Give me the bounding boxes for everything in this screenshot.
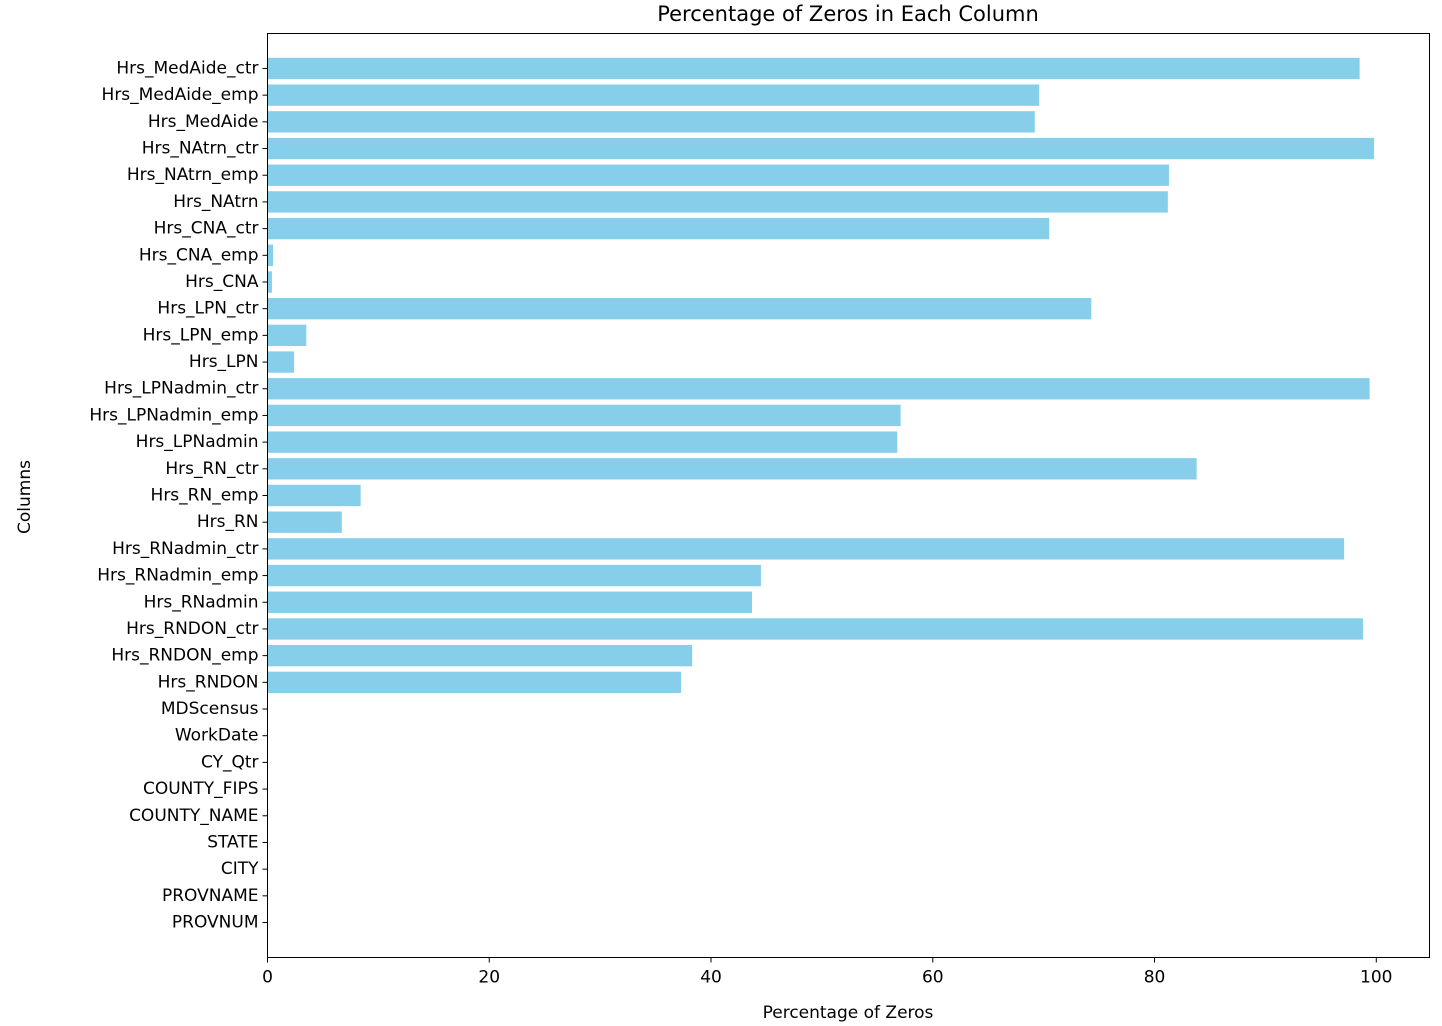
plot-frame <box>267 33 1430 958</box>
y-tick-label: Hrs_MedAide_ctr <box>116 58 258 78</box>
bar-hrs-medaide-emp <box>267 84 1040 106</box>
y-tick-label: Hrs_LPN_ctr <box>157 299 258 319</box>
y-tick-label: Hrs_RNadmin_ctr <box>112 539 258 559</box>
chart-title: Percentage of Zeros in Each Column <box>657 2 1039 26</box>
y-tick-label: Hrs_CNA_ctr <box>154 219 259 239</box>
y-tick-label: CITY <box>221 859 259 879</box>
y-tick-label: PROVNAME <box>162 886 259 906</box>
y-tick-label: STATE <box>207 832 258 852</box>
bars-group <box>267 57 1375 694</box>
y-tick-label: Hrs_RNadmin_emp <box>97 566 258 586</box>
bar-hrs-rndon <box>267 671 682 694</box>
bar-hrs-natrn <box>267 191 1168 213</box>
y-tick-label: Hrs_NAtrn_emp <box>127 165 259 185</box>
y-tick-label: COUNTY_FIPS <box>143 779 259 799</box>
bar-hrs-lpnadmin-ctr <box>267 378 1370 400</box>
y-tick-label: COUNTY_NAME <box>129 806 258 826</box>
y-tick-label: Hrs_RNadmin <box>144 592 259 612</box>
bar-hrs-cna-ctr <box>267 217 1050 240</box>
x-axis-ticks: 0 20 40 60 80 100 <box>262 957 1393 988</box>
bar-hrs-rnadmin-ctr <box>267 538 1345 560</box>
bar-hrs-lpnadmin <box>267 431 898 453</box>
x-tick-label: 100 <box>1360 968 1392 988</box>
y-tick-label: Hrs_NAtrn_ctr <box>142 139 259 159</box>
bar-hrs-rn <box>267 511 342 533</box>
bar-hrs-cna <box>267 271 272 293</box>
y-tick-label: PROVNUM <box>172 913 259 933</box>
bar-hrs-rnadmin-emp <box>267 564 761 587</box>
y-tick-label: Hrs_LPN_emp <box>143 325 259 345</box>
bar-hrs-natrn-emp <box>267 164 1169 186</box>
y-tick-label: Hrs_LPNadmin <box>136 432 259 452</box>
y-tick-label: Hrs_RN_ctr <box>165 459 258 479</box>
bar-hrs-lpn <box>267 351 295 373</box>
bar-hrs-lpn-emp <box>267 324 307 347</box>
bar-hrs-rnadmin <box>267 591 753 613</box>
bar-hrs-rn-ctr <box>267 458 1197 480</box>
x-axis-label: Percentage of Zeros <box>763 1003 934 1023</box>
bar-hrs-medaide <box>267 111 1035 133</box>
y-tick-label: MDScensus <box>161 699 259 719</box>
bar-hrs-cna-emp <box>267 244 274 266</box>
bar-hrs-rndon-ctr <box>267 618 1363 640</box>
y-tick-label: Hrs_LPNadmin_emp <box>89 405 258 425</box>
y-tick-label: Hrs_LPN <box>189 352 259 372</box>
y-tick-label: Hrs_CNA <box>185 272 259 292</box>
x-tick-label: 20 <box>478 968 500 988</box>
y-tick-label: Hrs_RN <box>197 512 259 532</box>
bar-hrs-lpnadmin-emp <box>267 404 901 427</box>
y-tick-label: Hrs_LPNadmin_ctr <box>104 379 258 399</box>
y-tick-label: Hrs_RN_emp <box>151 486 259 506</box>
y-tick-label: Hrs_RNDON_ctr <box>126 619 258 639</box>
y-tick-label: Hrs_RNDON <box>158 672 259 692</box>
bar-hrs-rndon-emp <box>267 644 693 667</box>
x-tick-label: 80 <box>1144 968 1166 988</box>
y-tick-label: CY_Qtr <box>201 752 259 772</box>
bar-hrs-rn-emp <box>267 484 361 507</box>
y-tick-label: Hrs_MedAide_emp <box>102 85 259 105</box>
y-tick-label: Hrs_CNA_emp <box>139 245 259 265</box>
bar-hrs-lpn-ctr <box>267 297 1092 320</box>
bar-hrs-medaide-ctr <box>267 57 1360 80</box>
y-tick-label: WorkDate <box>175 726 259 746</box>
y-tick-label: Hrs_NAtrn <box>173 192 258 212</box>
y-tick-label: Hrs_MedAide <box>148 112 259 132</box>
y-tick-label: Hrs_RNDON_emp <box>111 646 258 666</box>
x-tick-label: 0 <box>262 968 273 988</box>
y-axis-ticks: PROVNUM PROVNAME CITY STATE COUNTY_NAME COUNT… <box>89 58 268 933</box>
bar-hrs-natrn-ctr <box>267 137 1375 160</box>
x-tick-label: 60 <box>922 968 944 988</box>
x-tick-label: 40 <box>700 968 722 988</box>
y-axis-label: Columns <box>15 460 35 534</box>
